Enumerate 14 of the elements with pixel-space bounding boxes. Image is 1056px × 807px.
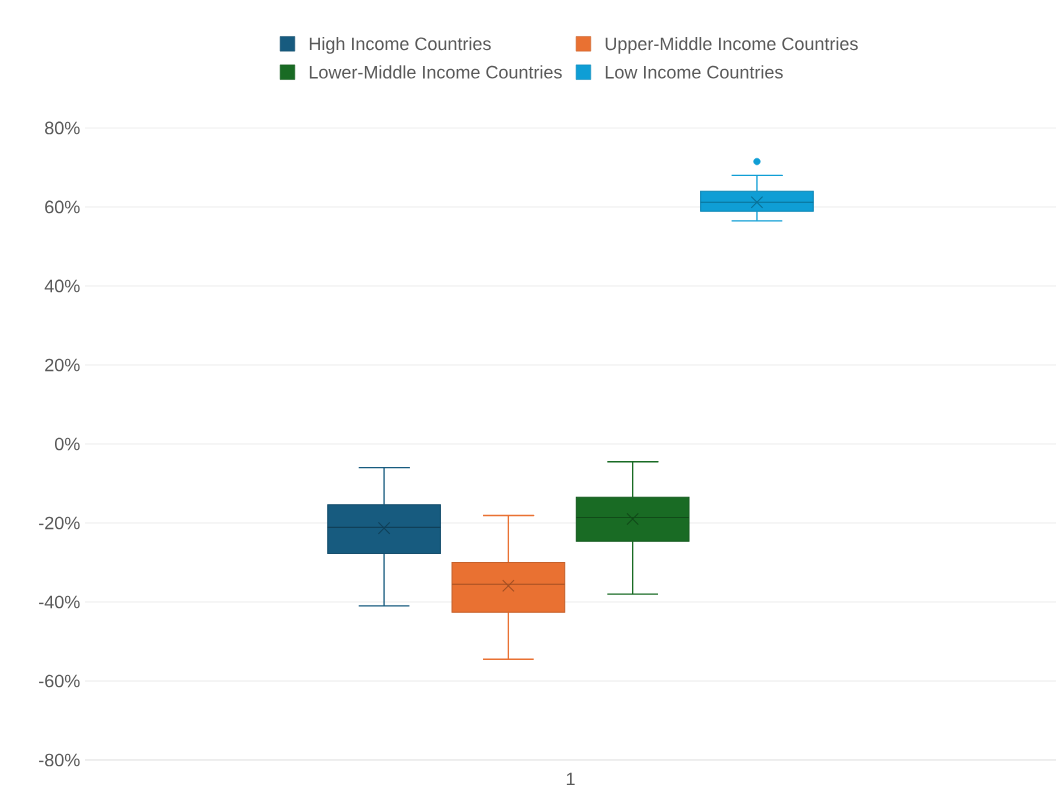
y-tick-label: -80%: [39, 753, 80, 767]
y-tick-label: 20%: [45, 358, 80, 372]
y-tick-label: 0%: [54, 437, 80, 451]
y-tick-label: -40%: [39, 595, 80, 609]
legend-label: High Income Countries: [309, 36, 491, 54]
y-tick-label: 80%: [45, 121, 80, 135]
y-tick-label: 60%: [45, 200, 80, 214]
legend-label: Lower-Middle Income Countries: [309, 65, 562, 79]
legend-label: Low Income Countries: [605, 65, 783, 79]
x-tick-label: 1: [566, 772, 575, 786]
y-tick-label: 40%: [44, 279, 80, 293]
legend-label: Upper-Middle Income Countries: [605, 36, 858, 54]
y-tick-label: -20%: [39, 516, 80, 530]
y-tick-label: -60%: [39, 674, 80, 688]
